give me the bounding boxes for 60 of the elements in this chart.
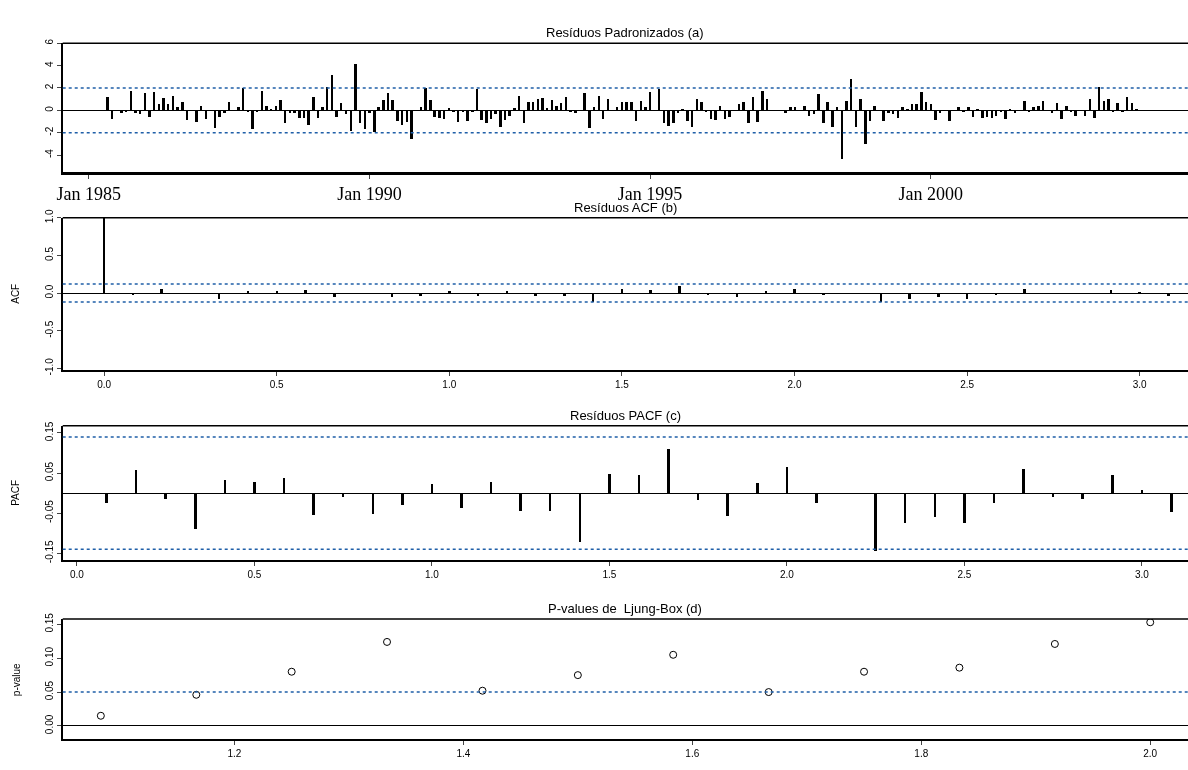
point: [383, 637, 392, 646]
x-tick-label: 3.0: [1134, 569, 1150, 581]
y-axis-title: PACF: [10, 479, 22, 506]
point: [192, 690, 201, 699]
point: [96, 711, 105, 720]
x-tick-label: 3.0: [1132, 378, 1148, 390]
point: [860, 667, 869, 676]
y-tick-label: 1.0: [43, 208, 55, 224]
point: [287, 667, 296, 676]
point: [478, 686, 487, 695]
x-tick-label: 1.8: [914, 748, 929, 760]
y-tick-label: 6: [43, 38, 55, 45]
y-tick-label: 0.15: [43, 612, 55, 633]
x-tick-label: 2.5: [960, 378, 975, 390]
x-tick-label: 0.5: [247, 569, 262, 581]
x-tick-label: Jan 1985: [56, 184, 122, 205]
x-tick-label: 1.5: [614, 378, 630, 390]
x-tick-label: 1.4: [456, 748, 471, 760]
x-tick-label: 1.0: [424, 569, 440, 581]
y-axis-title: ACF: [10, 283, 22, 304]
y-tick-label: 0.10: [43, 646, 55, 667]
point: [764, 688, 773, 697]
x-tick-label: 0.5: [269, 378, 285, 390]
x-tick-label: 2.5: [957, 569, 972, 581]
x-tick-label: 1.6: [685, 748, 700, 760]
y-tick-label: 0.05: [43, 680, 55, 701]
y-tick-label: 0.0: [43, 284, 55, 299]
y-tick-label: -0.15: [43, 539, 55, 564]
y-axis-title: p-value: [10, 662, 22, 697]
x-tick-label: 2.0: [787, 378, 802, 390]
x-tick-label: Jan 1990: [337, 184, 402, 205]
point: [669, 650, 678, 659]
x-tick-label: 1.0: [442, 378, 457, 390]
y-tick-label: 4: [43, 60, 55, 67]
x-tick-label: 1.5: [602, 569, 617, 581]
y-tick-label: -0.5: [43, 320, 55, 338]
point: [955, 663, 964, 672]
y-tick-label: 0.00: [43, 714, 55, 735]
x-tick-label: 1.2: [227, 748, 242, 760]
x-tick-label: 0.0: [97, 378, 112, 390]
y-tick-label: -2: [43, 126, 55, 136]
point: [1050, 639, 1059, 648]
y-tick-label: 0: [43, 105, 55, 112]
chart-title: Resíduos Padronizados (a): [546, 25, 704, 40]
x-tick-label: 2.0: [779, 569, 795, 581]
y-tick-label: 0.15: [43, 421, 55, 442]
chart-title: P-values de Ljung-Box (d): [548, 601, 702, 616]
x-tick-label: Jan 2000: [898, 184, 963, 205]
chart-title: Resíduos ACF (b): [574, 200, 678, 215]
y-tick-label: 2: [43, 83, 55, 90]
point: [573, 671, 582, 680]
y-tick-label: 0.05: [43, 461, 55, 482]
x-tick-label: 0.0: [69, 569, 85, 581]
y-tick-label: -0.05: [43, 499, 55, 524]
y-tick-label: -1.0: [43, 357, 55, 376]
chart-title: Resíduos PACF (c): [570, 408, 682, 423]
x-tick-label: 2.0: [1143, 748, 1158, 760]
y-tick-label: -4: [43, 148, 55, 158]
y-tick-label: 0.5: [43, 246, 55, 261]
point: [1146, 618, 1155, 627]
